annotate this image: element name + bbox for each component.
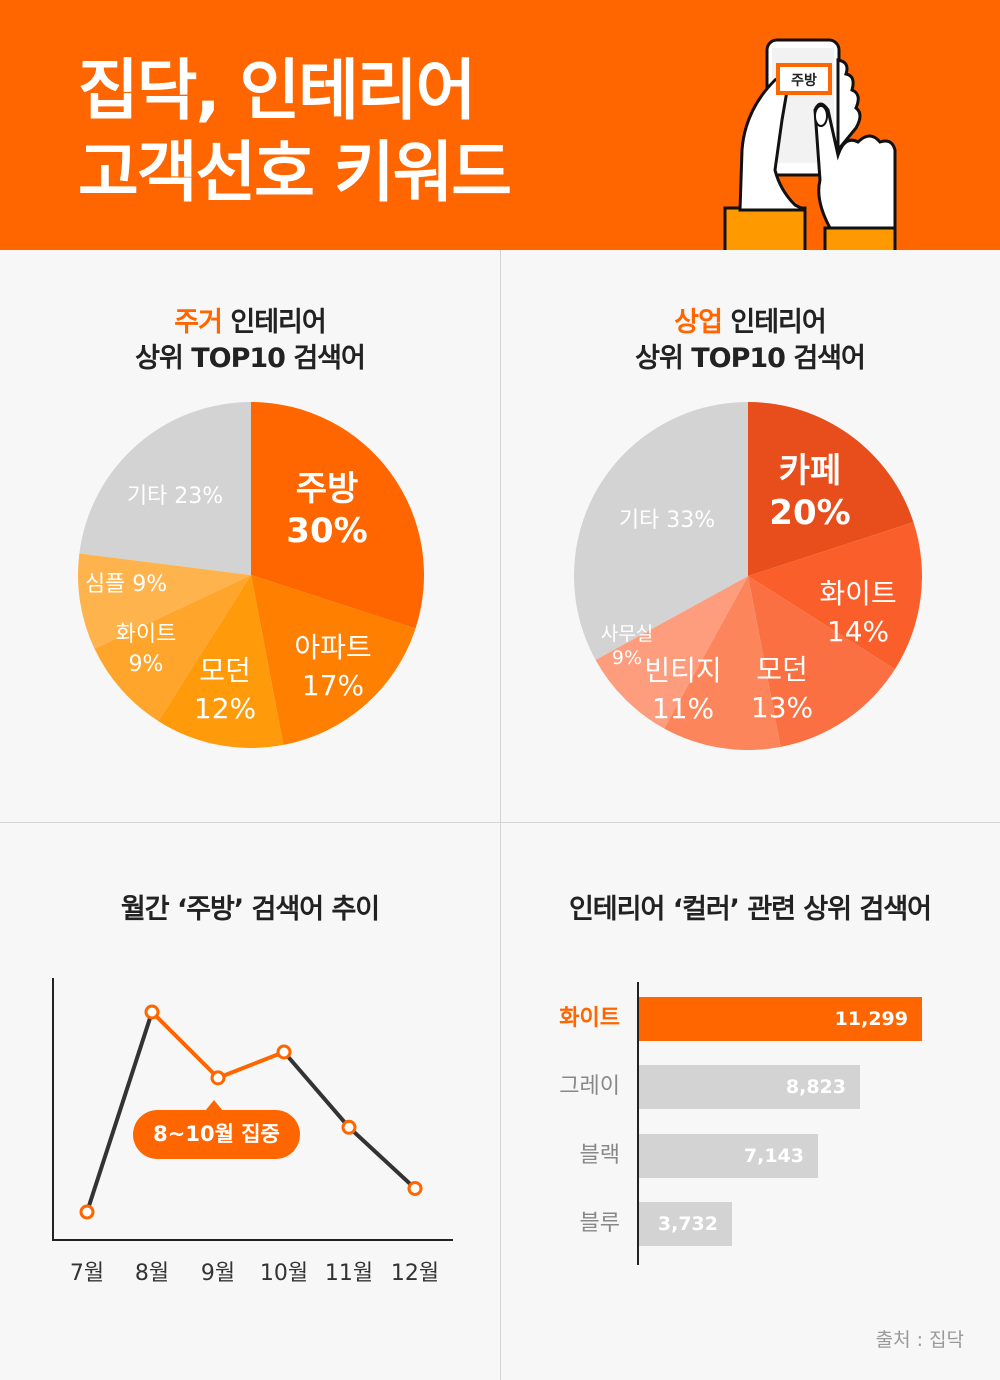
bar-0: 11,299 [639,997,922,1041]
pie-label: 화이트 9% [115,622,177,677]
title-line-2: 상위 TOP10 검색어 [635,343,866,374]
pie-label: 기타 33% [618,508,716,533]
residential-pie-title: 주거 인테리어 상위 TOP10 검색어 [80,305,420,377]
residential-pie-chart [78,402,424,748]
bar-value: 7,143 [743,1145,804,1167]
bar-label: 블랙 [579,1143,620,1168]
commercial-pie-title: 상업 인테리어 상위 TOP10 검색어 [580,305,920,377]
pie-slice-3 [664,576,781,750]
pie-label: 카페 20% [769,451,851,533]
pie-slice-2 [748,576,895,747]
kitchen-trend-line-chart [52,978,453,1241]
data-point [407,1180,423,1196]
data-point [276,1044,292,1060]
bar-value: 3,732 [657,1213,718,1235]
bar-label: 화이트 [559,1006,620,1031]
pie-slice-4 [595,576,748,729]
month-label: 12월 [390,1261,440,1286]
data-point [144,1004,160,1020]
title-accent: 상업 [674,307,723,338]
data-point [341,1119,357,1135]
pie-label: 빈티지 11% [644,654,722,725]
bar-1: 8,823 [639,1065,860,1109]
bar-label: 블루 [579,1211,620,1236]
svg-text:주방: 주방 [791,72,817,89]
data-point [210,1070,226,1086]
pie-slice-1 [748,522,922,670]
month-label: 11월 [324,1261,374,1286]
title-rest: 인테리어 [721,307,826,338]
page-title: 집닥, 인테리어 고객선호 키워드 [78,50,512,214]
pie-slice-5 [574,402,748,660]
pie-label: 모던 13% [750,653,814,724]
bar-3: 3,732 [639,1202,732,1246]
trend-chart-title: 월간 ‘주방’ 검색어 추이 [120,894,380,925]
pie-label: 아파트 17% [294,631,372,702]
title-line-2: 상위 TOP10 검색어 [135,343,366,374]
pie-slice-5 [79,402,251,575]
bar-value: 8,823 [785,1076,846,1098]
vertical-divider [500,250,501,1380]
callout-badge: 8~10월 집중 [133,1100,300,1159]
commercial-pie-chart [574,402,922,750]
header-banner: 집닥, 인테리어 고객선호 키워드 주방 [0,0,1000,250]
month-label: 7월 [69,1261,105,1286]
month-label: 8월 [134,1261,170,1286]
pie-label: 주방 30% [286,469,368,551]
hand-phone-illustration-icon: 주방 [723,38,897,250]
pie-slice-3 [94,575,251,722]
pie-slice-0 [748,402,914,576]
pie-label: 기타 23% [126,484,224,509]
bar-2: 7,143 [639,1134,818,1178]
data-point [79,1204,95,1220]
month-label: 10월 [259,1261,309,1286]
pie-slice-0 [251,402,424,629]
source-credit: 출처 : 집닥 [875,1329,964,1351]
pie-slice-4 [78,553,251,649]
title-line-1: 집닥, 인테리어 [78,52,476,129]
pie-label: 화이트 14% [819,577,897,648]
bar-chart-axis [637,982,639,1265]
color-bar-chart-title: 인테리어 ‘컬러’ 관련 상위 검색어 [568,894,932,925]
month-label: 9월 [200,1261,236,1286]
pie-slice-2 [158,575,284,748]
pie-label: 사무실 9% [600,623,654,669]
title-line-2: 고객선호 키워드 [78,134,512,211]
pie-label: 심플 9% [84,572,168,597]
horizontal-divider [0,822,1000,823]
title-rest: 인테리어 [221,307,326,338]
bar-label: 그레이 [559,1074,620,1099]
bar-value: 11,299 [834,1008,908,1030]
pie-slice-1 [251,575,416,745]
pie-label: 모던 12% [193,654,257,725]
title-accent: 주거 [174,307,223,338]
